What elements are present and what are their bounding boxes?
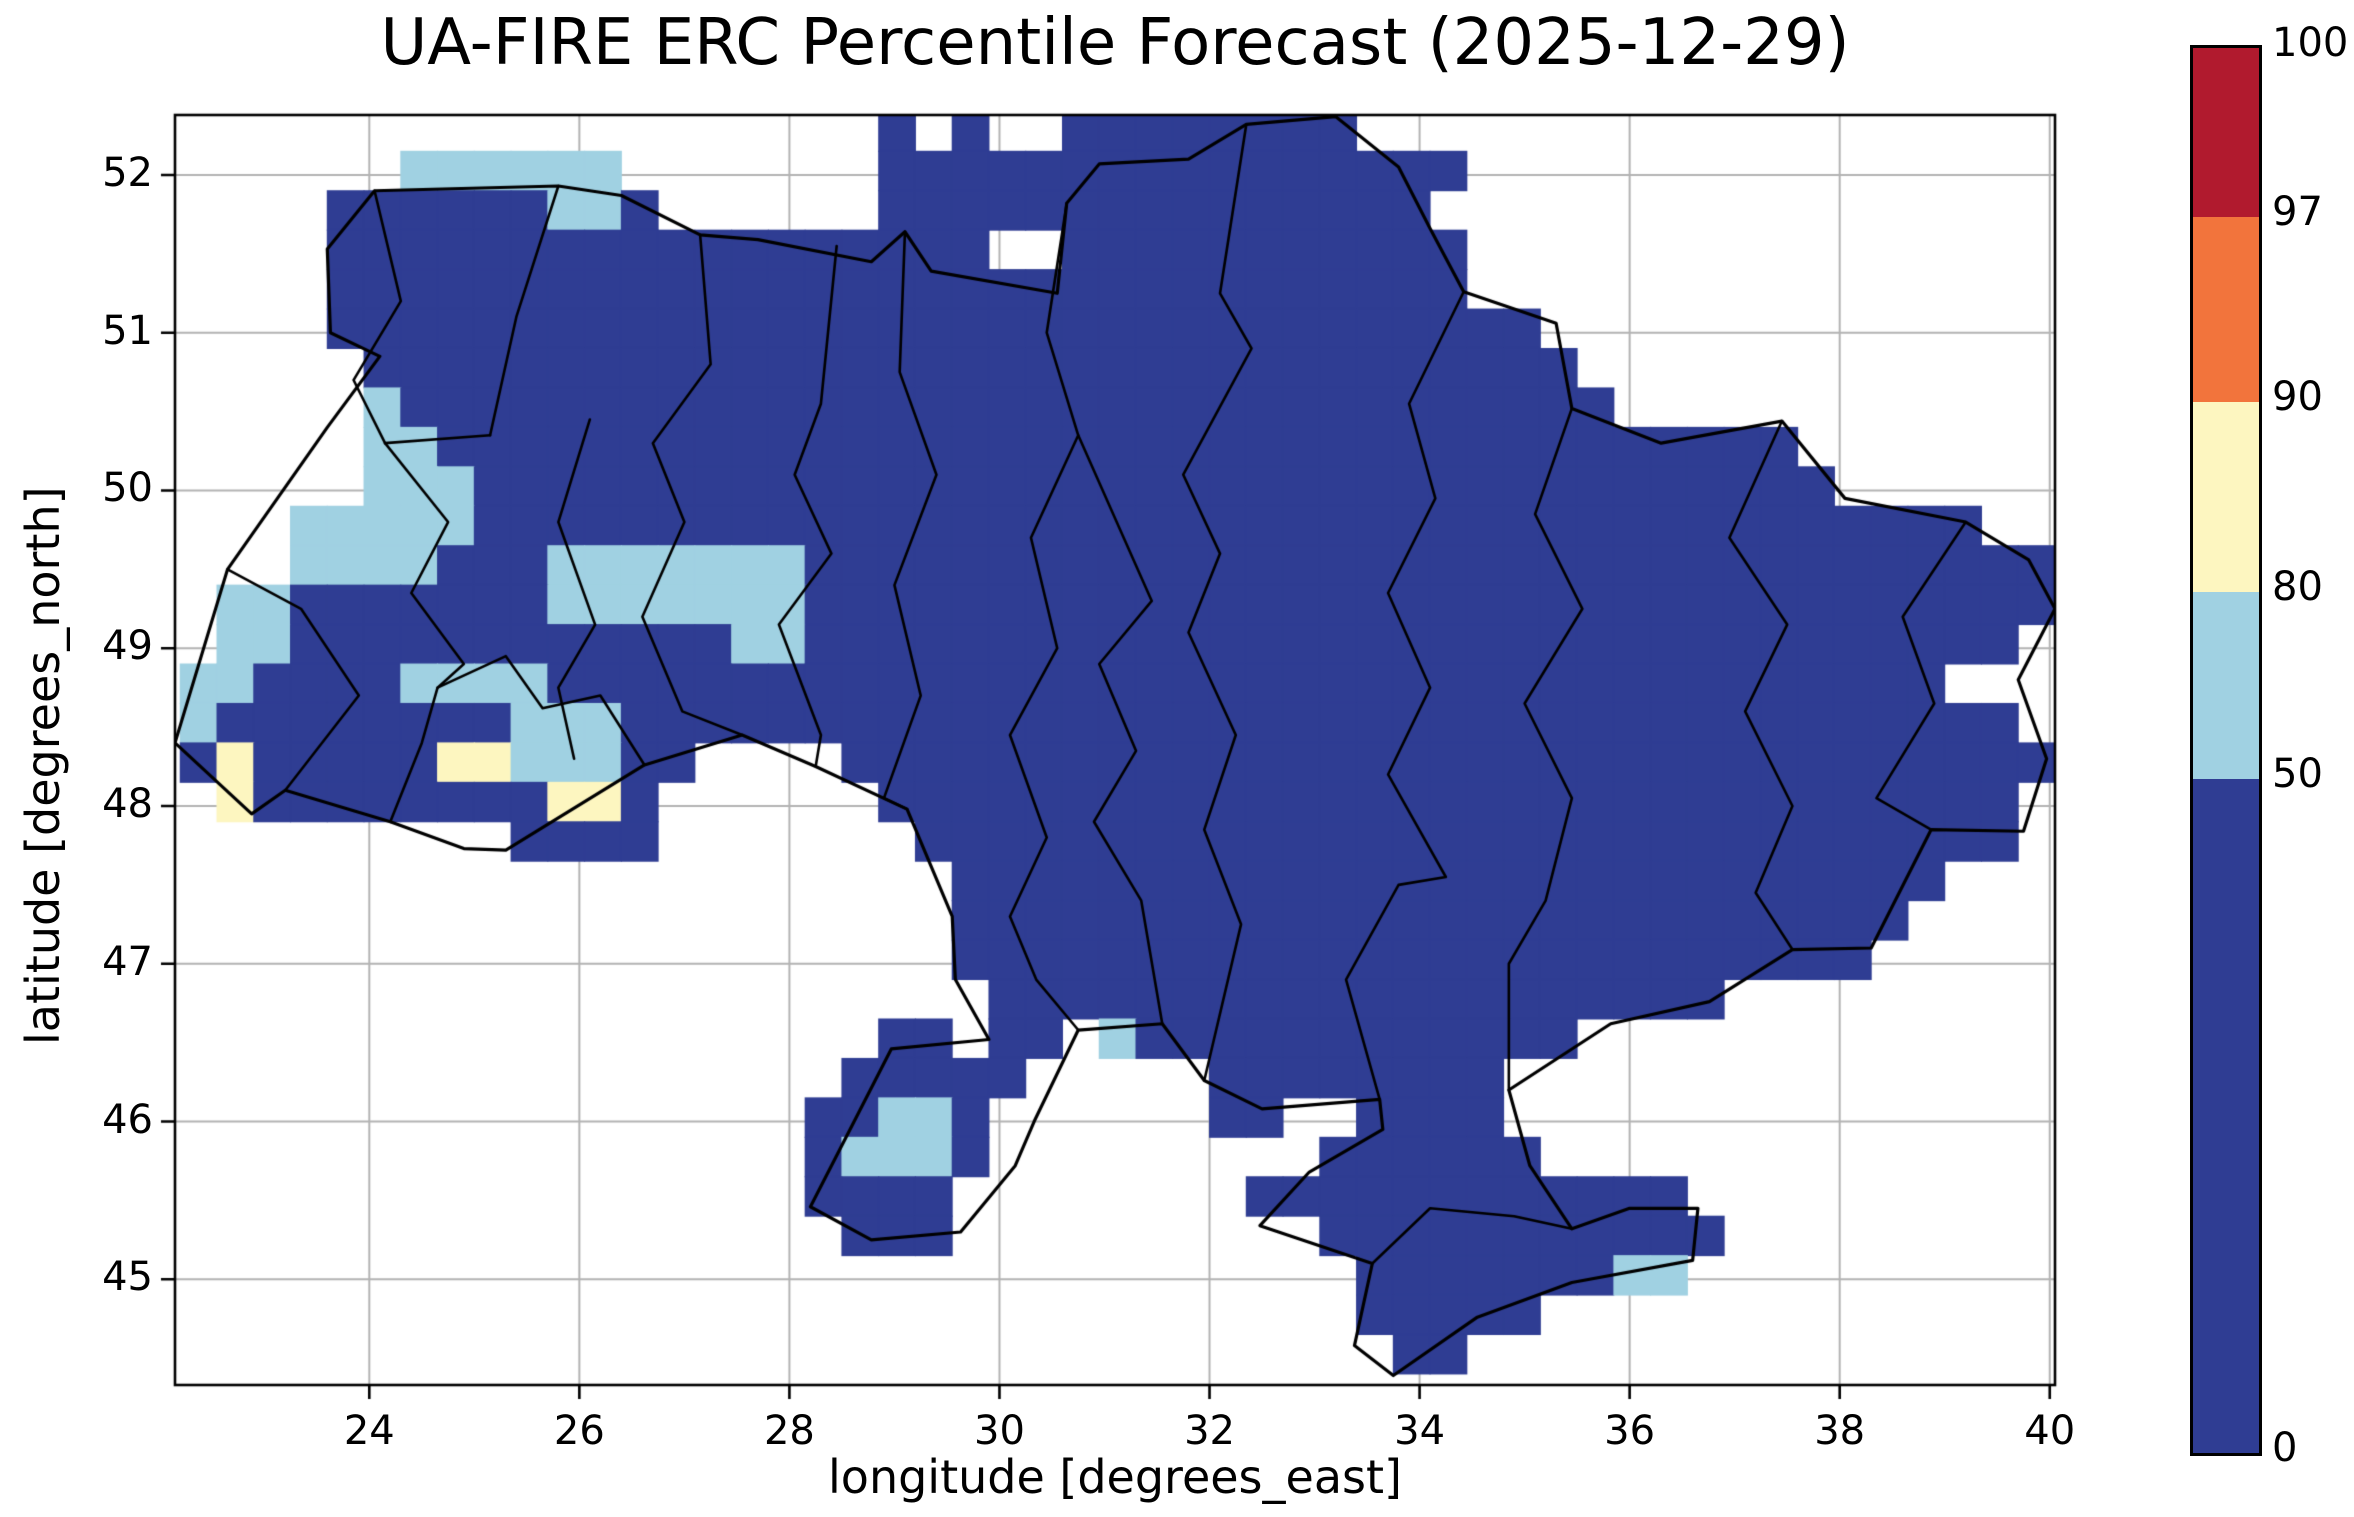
x-tick-label: 40	[2024, 1408, 2076, 1454]
colorbar-tick-label: 100	[2272, 20, 2349, 66]
colorbar-tick-label: 0	[2272, 1425, 2298, 1471]
x-tick-label: 26	[553, 1408, 605, 1454]
colorbar-tick-label: 50	[2272, 750, 2323, 797]
colorbar-segment	[2193, 402, 2259, 592]
colorbar-segment	[2193, 216, 2259, 403]
colorbar-segment	[2193, 591, 2259, 779]
x-tick-label: 34	[1394, 1408, 1446, 1454]
y-tick-label: 48	[102, 781, 153, 827]
colorbar-tick-label: 80	[2272, 563, 2323, 610]
y-tick-label: 46	[102, 1096, 153, 1143]
y-tick-label: 47	[102, 938, 153, 985]
x-tick-label: 30	[974, 1408, 1025, 1454]
y-tick-label: 45	[102, 1254, 153, 1301]
colorbar-segment	[2193, 48, 2259, 217]
y-tick-label: 50	[102, 465, 153, 512]
x-tick-label: 38	[1814, 1408, 1866, 1454]
chart-title: UA-FIRE ERC Percentile Forecast (2025-12…	[380, 6, 1850, 80]
y-tick-label: 52	[102, 149, 153, 196]
x-tick-label: 28	[763, 1408, 815, 1454]
x-tick-label: 24	[343, 1408, 395, 1454]
y-tick-label: 51	[102, 307, 153, 354]
colorbar	[2190, 45, 2262, 1456]
colorbar-tick-label: 97	[2272, 188, 2323, 235]
x-tick-label: 36	[1604, 1408, 1656, 1454]
y-tick-label: 49	[102, 623, 153, 670]
x-axis-label: longitude [degrees_east]	[828, 1450, 1402, 1504]
colorbar-segment	[2193, 778, 2259, 1453]
x-tick-label: 32	[1184, 1408, 1235, 1454]
colorbar-tick-label: 90	[2272, 374, 2323, 421]
